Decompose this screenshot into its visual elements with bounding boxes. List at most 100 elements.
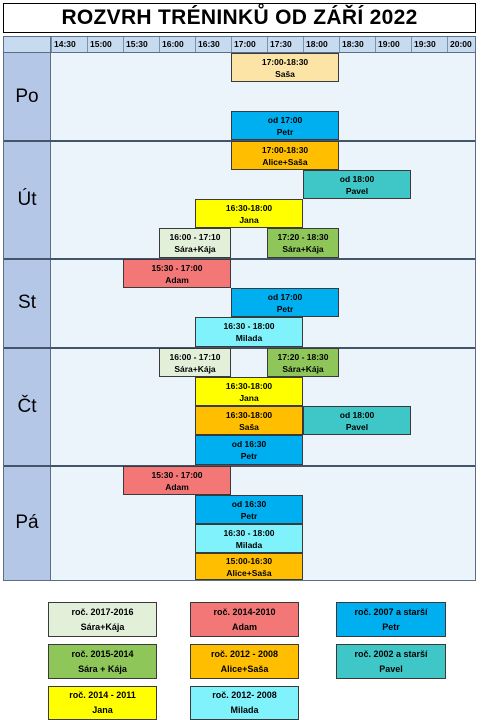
day-label-po: Po [4, 53, 51, 140]
training-block-milada: 16:30 - 18:00 Milada [195, 524, 303, 553]
block-name: Saša [239, 421, 259, 432]
legend-item-milada: roč. 2012- 2008 Milada [190, 686, 299, 720]
training-block-adam: 15:30 - 17:00 Adam [123, 259, 231, 288]
training-block-milada: 16:30 - 18:00 Milada [195, 317, 303, 347]
time-header: 14:30 15:00 15:30 16:00 16:30 17:00 17:3… [4, 37, 475, 53]
legend-years: roč. 2007 a starší [354, 606, 428, 617]
page-title: ROZVRH TRÉNINKŮ OD ZÁŘÍ 2022 [3, 3, 476, 33]
training-block-pavel: od 18:00 Pavel [303, 170, 411, 199]
block-time: 16:30-18:00 [225, 380, 273, 391]
block-time: od 18:00 [339, 173, 375, 184]
legend-names: Jana [92, 705, 113, 715]
training-block-petr: od 16:30 Petr [195, 495, 303, 524]
legend-names: Adam [231, 621, 257, 632]
row-divider [4, 347, 475, 349]
time-slot: 18:00 [303, 37, 339, 52]
legend-years: roč. 2012- 2008 [212, 690, 277, 700]
time-slot: 16:30 [195, 37, 231, 52]
time-slot: 17:30 [267, 37, 303, 52]
block-name: Sára+Kája [282, 363, 324, 374]
block-name: Alice+Saša [226, 567, 272, 578]
block-time: od 16:30 [231, 439, 267, 449]
legend-item-petr: roč. 2007 a starší Petr [336, 602, 446, 637]
legend-item-pavel: roč. 2002 a starší Pavel [336, 644, 446, 679]
row-divider [4, 140, 475, 142]
legend-names: Petr [382, 621, 400, 632]
time-slot: 19:00 [375, 37, 411, 52]
block-name: Petr [276, 126, 294, 137]
day-label-st: St [4, 259, 51, 347]
block-time: 17:00-18:30 [261, 144, 309, 155]
time-slot: 15:00 [87, 37, 123, 52]
block-name: Milada [235, 539, 263, 550]
training-block-sara-kaja-early: 16:00 - 17:10 Sára+Kája [159, 228, 231, 258]
training-block-jana: 16:30-18:00 Jana [195, 199, 303, 228]
legend-item-adam: roč. 2014-2010 Adam [190, 602, 299, 637]
day-label-ut: Út [4, 141, 51, 258]
block-time: 15:00-16:30 [225, 555, 273, 566]
block-name: Jana [239, 392, 259, 403]
block-name: Adam [165, 274, 189, 285]
block-time: 15:30 - 17:00 [151, 262, 203, 273]
block-time: od 18:00 [339, 409, 375, 420]
day-label-ct: Čt [4, 348, 51, 465]
block-name: Sára+Kája [174, 244, 216, 254]
block-time: od 17:00 [267, 291, 303, 302]
training-block-petr: od 17:00 Petr [231, 288, 339, 317]
training-block-saturday-sasa: 17:00-18:30 Saša [231, 53, 339, 82]
block-time: 17:00-18:30 [261, 56, 309, 67]
legend-years: roč. 2014 - 2011 [69, 690, 136, 700]
block-name: Adam [165, 481, 189, 492]
time-slot: 17:00 [231, 37, 267, 52]
block-time: 16:00 - 17:10 [169, 351, 221, 362]
training-block-alice-sasa: 17:00-18:30 Alice+Saša [231, 141, 339, 170]
block-time: 16:30 - 18:00 [223, 527, 275, 538]
legend-names: Milada [230, 705, 259, 715]
training-block-petr: od 16:30 Petr [195, 435, 303, 465]
block-time: 16:30-18:00 [225, 202, 273, 213]
block-time: 16:30-18:00 [225, 409, 273, 420]
legend-years: roč. 2002 a starší [354, 648, 428, 659]
block-name: Petr [240, 510, 258, 521]
training-block-sara-kaja-early: 16:00 - 17:10 Sára+Kája [159, 348, 231, 377]
block-name: Jana [239, 214, 259, 225]
legend-names: Sára + Kája [78, 663, 127, 674]
legend-item-jana: roč. 2014 - 2011 Jana [48, 686, 157, 720]
legend-names: Alice+Saša [220, 663, 269, 674]
training-block-sara-kaja-late: 17:20 - 18:30 Sára+Kája [267, 228, 339, 258]
time-slot: 18:30 [339, 37, 375, 52]
block-name: Sára+Kája [282, 244, 324, 254]
time-slot: 14:30 [51, 37, 87, 52]
legend-item-sara-kaja-young: roč. 2017-2016 Sára+Kája [48, 602, 157, 637]
block-time: od 16:30 [231, 498, 267, 509]
training-block-petr: od 17:00 Petr [231, 111, 339, 140]
block-name: Saša [275, 68, 295, 79]
time-header-corner [4, 37, 51, 52]
block-time: 15:30 - 17:00 [151, 469, 203, 480]
time-slot: 15:30 [123, 37, 159, 52]
legend-item-sara-kaja-older: roč. 2015-2014 Sára + Kája [48, 644, 157, 679]
row-divider [4, 465, 475, 467]
block-name: Pavel [345, 185, 369, 196]
block-time: 17:20 - 18:30 [277, 351, 329, 362]
training-block-sara-kaja-late: 17:20 - 18:30 Sára+Kája [267, 348, 339, 377]
training-block-alice-sasa: 15:00-16:30 Alice+Saša [195, 553, 303, 580]
legend-years: roč. 2015-2014 [71, 648, 134, 659]
block-name: Petr [276, 303, 294, 314]
time-slot: 16:00 [159, 37, 195, 52]
block-time: 16:00 - 17:10 [169, 232, 221, 242]
schedule-grid: 14:30 15:00 15:30 16:00 16:30 17:00 17:3… [3, 36, 476, 581]
block-time: od 17:00 [267, 114, 303, 125]
block-name: Petr [240, 451, 258, 461]
day-label-pa: Pá [4, 466, 51, 580]
legend-years: roč. 2017-2016 [71, 606, 134, 617]
legend-item-alice-sasa: roč. 2012 - 2008 Alice+Saša [190, 644, 299, 679]
block-time: 16:30 - 18:00 [223, 321, 275, 331]
block-name: Pavel [345, 421, 369, 432]
legend-names: Pavel [379, 663, 403, 674]
row-divider [4, 258, 475, 260]
time-slot: 19:30 [411, 37, 447, 52]
block-name: Sára+Kája [174, 363, 216, 374]
training-block-pavel: od 18:00 Pavel [303, 406, 411, 435]
legend-names: Sára+Kája [80, 621, 125, 632]
